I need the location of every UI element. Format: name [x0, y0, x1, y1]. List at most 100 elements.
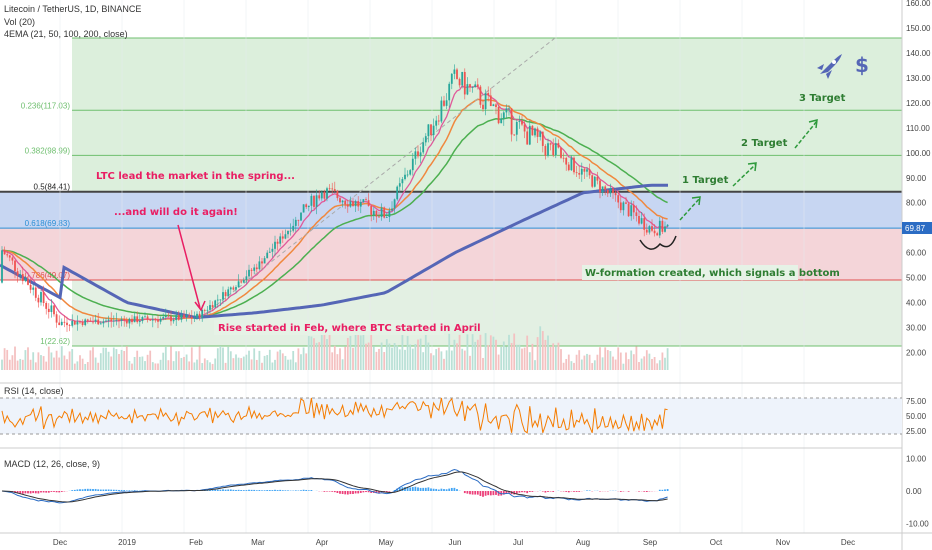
volume-bar	[307, 336, 310, 370]
candle-body	[196, 313, 198, 319]
time-tick: Oct	[710, 538, 723, 547]
macd-bar	[323, 491, 326, 492]
macd-bar	[430, 488, 432, 491]
fib-lines: 0.236(117.03) 0.382(98.99) 0.5(84.41) 0.618…	[0, 37, 902, 347]
macd-bar	[456, 489, 458, 491]
volume-bar	[661, 352, 664, 370]
candle-body	[240, 281, 243, 283]
candle-body	[123, 319, 126, 321]
volume-bar	[586, 353, 588, 370]
candle-body	[216, 299, 219, 301]
candle-body	[300, 212, 302, 221]
candle-body	[16, 271, 19, 276]
candle-body	[133, 316, 136, 323]
volume-bar	[76, 361, 79, 370]
candle-body	[614, 193, 617, 196]
macd-bar	[118, 489, 120, 491]
volume-bar	[79, 355, 81, 370]
candles	[1, 64, 669, 332]
candle-body	[53, 305, 55, 315]
volume-bar	[560, 349, 562, 370]
volume-bar	[440, 351, 443, 370]
macd-bar	[240, 490, 243, 491]
candle-body	[183, 314, 185, 318]
candle-body	[331, 188, 334, 190]
candle-body	[419, 152, 422, 157]
macd-bar	[276, 490, 279, 491]
volume-bar	[266, 355, 269, 370]
candle-body	[573, 157, 575, 173]
candle-body	[515, 121, 518, 135]
macd-bar	[469, 491, 471, 495]
candle-body	[206, 309, 209, 311]
macd-bar	[414, 486, 417, 491]
price-tick: 80.00	[906, 199, 927, 208]
volume-bar	[40, 355, 42, 370]
candle-body	[453, 69, 456, 74]
fib-label: 0.5(84.41)	[34, 183, 71, 192]
volume-bar	[625, 352, 627, 370]
volume-bar	[523, 347, 526, 370]
candle-body	[170, 316, 172, 322]
candle-body	[487, 93, 490, 96]
candle-body	[521, 121, 523, 125]
volume-bar	[518, 344, 521, 370]
macd-bar	[222, 489, 224, 491]
annotation-again: ...and will do it again!	[114, 207, 238, 218]
volume-bar	[557, 342, 560, 370]
volume-bar	[175, 351, 178, 370]
volume-bar	[450, 350, 453, 370]
candle-body	[658, 220, 661, 236]
candle-body	[102, 321, 105, 324]
macd-bar	[99, 489, 102, 491]
volume-bar	[229, 351, 232, 370]
macd-bar	[370, 491, 373, 493]
annotation-w-text: W-formation created, which signals a bot…	[585, 268, 840, 279]
volume-bar	[638, 362, 640, 370]
volume-bar	[484, 333, 487, 370]
volume-bar	[313, 338, 315, 370]
candle-body	[500, 118, 503, 124]
price-tick: 40.00	[906, 299, 927, 308]
macd-bar	[258, 490, 261, 491]
candle-body	[549, 143, 552, 145]
rsi-axis: 75.00 50.00 25.00	[906, 397, 927, 436]
volume-bar	[547, 335, 549, 370]
volume-bar	[162, 352, 165, 370]
volume-bar	[383, 352, 386, 370]
volume-bar	[417, 339, 419, 370]
candle-body	[630, 205, 633, 217]
volume-bar	[157, 363, 159, 370]
macd-bar	[588, 490, 591, 491]
volume-bar	[268, 349, 271, 370]
volume-bar	[640, 358, 643, 370]
macd-bar	[367, 491, 370, 493]
volume-bar	[206, 360, 209, 370]
volume-bar	[73, 363, 76, 370]
candle-body	[359, 202, 362, 207]
volume-bar	[300, 354, 302, 370]
candle-body	[357, 201, 360, 207]
macd-bar	[227, 489, 230, 491]
volume-bar	[261, 362, 263, 370]
macd-bar	[474, 491, 477, 495]
candle-body	[274, 241, 276, 249]
candle-body	[528, 125, 531, 145]
candle-body	[229, 287, 232, 290]
candle-body	[219, 299, 222, 301]
volume-bar	[346, 337, 349, 370]
macd-bar	[487, 491, 490, 496]
candle-body	[497, 107, 500, 124]
macd-bar	[658, 489, 661, 491]
volume-bar	[422, 352, 425, 370]
ema100-line	[1, 116, 668, 318]
candle-body	[131, 318, 133, 323]
annotation-spring: LTC lead the market in the spring...	[96, 171, 295, 182]
volume-bar	[500, 347, 503, 370]
volume-bar	[404, 349, 406, 370]
candle-body	[640, 218, 643, 224]
macd-bar	[466, 491, 469, 494]
volume-bar	[601, 357, 604, 370]
candle-body	[258, 261, 261, 270]
